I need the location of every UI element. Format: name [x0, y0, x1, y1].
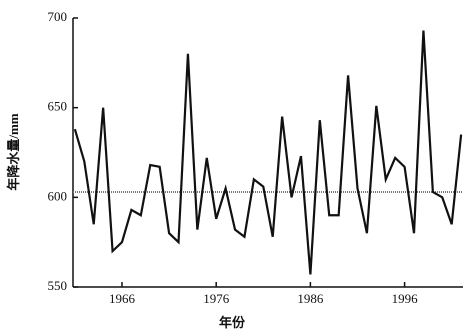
y-tick-label: 550	[48, 278, 68, 293]
x-tick-label: 1976	[203, 291, 230, 306]
y-axis-label: 年降水量/mm	[6, 113, 21, 190]
x-tick-label: 1986	[297, 291, 324, 306]
x-tick-label: 1996	[392, 291, 419, 306]
data-line	[73, 30, 463, 275]
y-tick-label: 600	[48, 188, 68, 203]
y-tick-label: 700	[48, 9, 68, 24]
x-axis-label: 年份	[219, 315, 246, 330]
y-tick-label: 650	[48, 99, 68, 114]
x-tick-label: 1966	[109, 291, 136, 306]
